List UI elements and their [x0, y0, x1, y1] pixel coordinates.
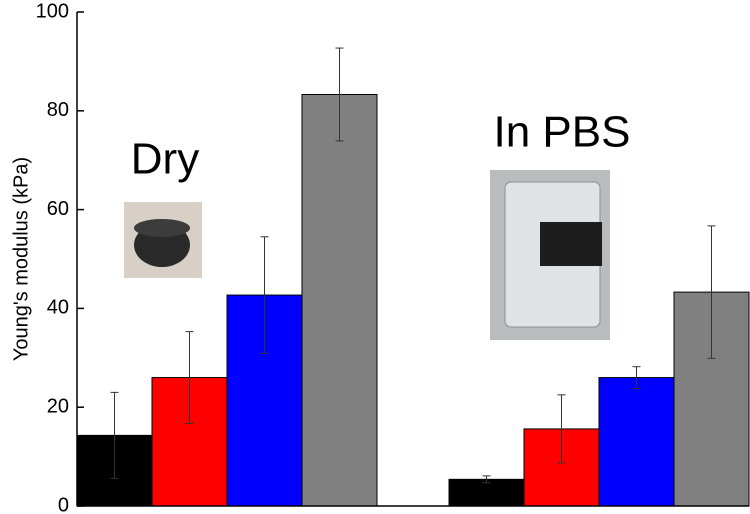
y-tick-label: 60 — [47, 198, 69, 220]
error-bar — [185, 331, 194, 425]
error-bar — [632, 366, 641, 389]
bar — [301, 93, 378, 507]
y-tick-label: 40 — [47, 297, 69, 319]
error-bar — [260, 236, 269, 354]
bar — [598, 377, 675, 507]
y-tick-label: 80 — [47, 99, 69, 121]
y-tick-label: 0 — [58, 494, 69, 514]
y-axis-label: Young's modulus (kPa) — [10, 157, 32, 361]
group-label: Dry — [131, 135, 199, 184]
error-bar — [557, 394, 566, 464]
error-bar — [707, 225, 716, 359]
group-label: In PBS — [494, 108, 631, 157]
error-bar — [335, 47, 344, 142]
y-tick-label: 20 — [47, 395, 69, 417]
bar — [448, 478, 525, 507]
error-bar — [482, 475, 491, 484]
photo-dry — [124, 202, 202, 278]
error-bar — [110, 391, 119, 479]
y-tick-label: 100 — [36, 0, 69, 22]
photo-pbs — [490, 170, 610, 340]
